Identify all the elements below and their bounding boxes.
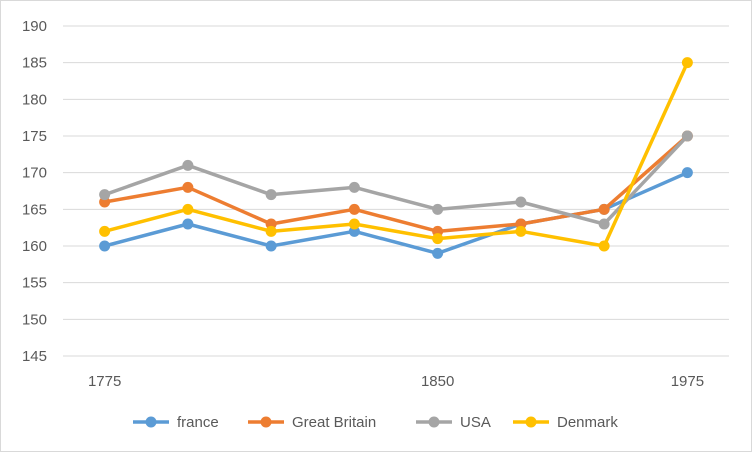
legend-marker — [428, 416, 440, 428]
y-tick-label: 155 — [22, 275, 47, 292]
data-point — [432, 247, 444, 259]
series-denmark — [99, 57, 693, 252]
data-point — [432, 203, 444, 215]
y-tick-label: 150 — [22, 311, 47, 328]
data-point — [598, 240, 610, 252]
legend-item: Denmark — [513, 414, 618, 431]
legend-marker — [525, 416, 537, 428]
data-point — [681, 130, 693, 142]
legend-item: france — [133, 414, 219, 431]
data-point — [99, 189, 111, 201]
y-tick-label: 175 — [22, 128, 47, 145]
series-line — [102, 134, 690, 234]
data-point — [99, 225, 111, 237]
series-usa — [99, 130, 693, 230]
data-point — [265, 240, 277, 252]
data-point — [182, 203, 194, 215]
series-line — [102, 134, 690, 226]
y-tick-label: 180 — [22, 91, 47, 108]
legend-label: Denmark — [557, 414, 618, 431]
legend-label: Great Britain — [292, 414, 376, 431]
series-line — [102, 60, 690, 248]
data-point — [182, 159, 194, 171]
x-tick-label: 1775 — [88, 373, 121, 390]
legend: france Great Britain USA Denmark — [133, 414, 618, 431]
data-point — [265, 189, 277, 201]
data-point — [432, 233, 444, 245]
data-point — [348, 181, 360, 193]
y-tick-label: 145 — [22, 348, 47, 365]
x-tick-label: 1850 — [421, 373, 454, 390]
legend-label: USA — [460, 414, 491, 431]
legend-item: USA — [416, 414, 491, 431]
legend-item: Great Britain — [248, 414, 376, 431]
data-point — [681, 167, 693, 179]
y-tick-label: 160 — [22, 238, 47, 255]
data-point — [598, 203, 610, 215]
y-tick-label: 170 — [22, 165, 47, 182]
legend-label: france — [177, 414, 219, 431]
legend-marker — [260, 416, 272, 428]
data-point — [515, 225, 527, 237]
data-point — [182, 218, 194, 230]
x-tick-label: 1975 — [671, 373, 704, 390]
y-tick-label: 190 — [22, 18, 47, 35]
data-point — [681, 57, 693, 69]
x-axis: 1775 1850 1975 — [88, 373, 704, 390]
data-point — [182, 181, 194, 193]
y-tick-label: 185 — [22, 55, 47, 72]
series-layer — [99, 57, 693, 259]
gridlines — [63, 25, 729, 357]
data-point — [99, 240, 111, 252]
y-axis: 145 150 155 160 165 170 175 180 185 190 — [22, 18, 47, 365]
data-point — [515, 196, 527, 208]
y-tick-label: 165 — [22, 201, 47, 218]
data-point — [348, 218, 360, 230]
data-point — [598, 218, 610, 230]
legend-marker — [145, 416, 157, 428]
data-point — [348, 203, 360, 215]
data-point — [265, 225, 277, 237]
